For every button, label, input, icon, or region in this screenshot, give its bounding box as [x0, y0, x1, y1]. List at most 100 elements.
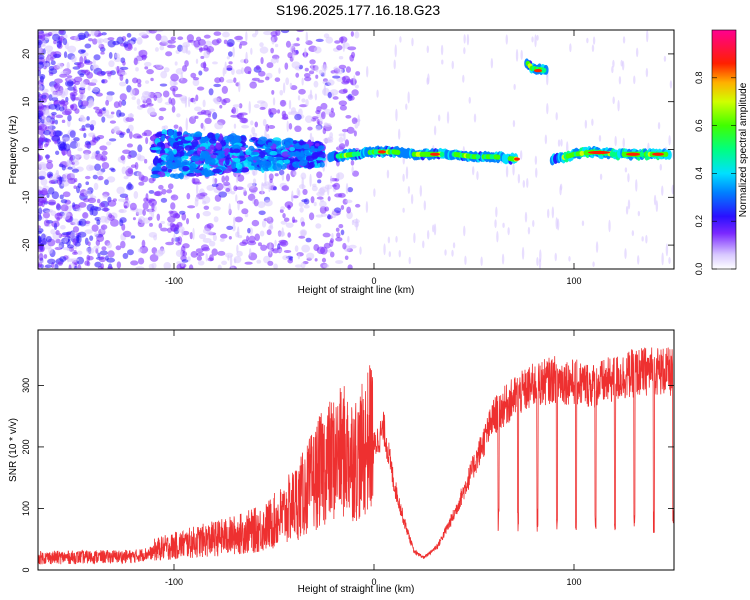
spectrogram-noise-cell [211, 248, 218, 256]
spectrogram-ytick-label: 10 [21, 97, 31, 107]
spectrogram-noise-cell [221, 85, 228, 94]
spectrogram-noise-cell [68, 264, 72, 269]
spectrogram-band-cell [169, 162, 178, 170]
spectrogram-noise-cell [251, 219, 260, 227]
spectrogram-noise-cell [247, 182, 256, 189]
spectrogram-hot-cell [495, 154, 501, 160]
spectrogram-streak-cell [433, 125, 437, 136]
spectrogram-streak-cell [408, 256, 411, 265]
spectrogram-streak-cell [304, 47, 307, 57]
spectrogram-noise-cell [38, 118, 41, 123]
spectrogram-noise-cell [341, 80, 350, 85]
spectrogram-noise-cell [283, 249, 292, 253]
spectrogram-noise-cell [279, 89, 284, 96]
spectrogram-streak-cell [557, 139, 561, 147]
spectrogram-noise-cell [39, 75, 45, 83]
spectrogram-band-cell [208, 158, 216, 165]
spectrogram-noise-cell [355, 71, 361, 76]
spectrogram-noise-cell [95, 109, 103, 114]
spectrogram-streak-cell [612, 96, 615, 105]
spectrogram-streak-cell [395, 235, 398, 243]
spectrogram-noise-cell [278, 239, 288, 244]
spectrogram-noise-cell [148, 177, 155, 184]
spectrogram-noise-cell [53, 83, 59, 89]
spectrogram-noise-cell [219, 238, 225, 242]
spectrogram-noise-cell [95, 153, 104, 161]
spectrogram-noise-cell [41, 188, 48, 196]
spectrogram-hot-cell [611, 151, 617, 157]
spectrogram-noise-cell [279, 169, 285, 176]
spectrogram-streak-cell [419, 185, 423, 197]
spectrogram-streak-cell [407, 185, 411, 194]
spectrogram-streak-cell [248, 248, 252, 257]
spectrogram-noise-cell [158, 222, 163, 229]
spectrogram-noise-cell [300, 172, 307, 180]
spectrogram-noise-cell [313, 80, 319, 88]
spectrogram-noise-cell [182, 243, 190, 249]
spectrogram-streak-cell [264, 171, 267, 185]
spectrogram-noise-cell [351, 117, 358, 125]
spectrogram-noise-cell [153, 94, 158, 101]
spectrogram-noise-cell [198, 70, 203, 76]
spectrogram-noise-cell [146, 198, 156, 202]
spectrogram-band-cell [258, 151, 266, 159]
spectrogram-noise-cell [92, 38, 98, 45]
spectrogram-noise-cell [319, 117, 323, 125]
spectrogram-noise-cell [50, 56, 54, 62]
spectrogram-noise-cell [238, 43, 242, 49]
spectrogram-noise-cell [101, 116, 106, 123]
spectrogram-noise-cell [105, 99, 110, 106]
spectrogram-noise-cell [93, 245, 100, 250]
spectrogram-band-cell [247, 156, 254, 162]
spectrogram-noise-cell [219, 104, 223, 109]
spectrogram-noise-cell [136, 135, 143, 139]
spectrogram-noise-cell [196, 255, 202, 261]
spectrogram-streak-cell [437, 114, 441, 122]
spectrogram-noise-cell [136, 171, 143, 177]
spectrogram-streak-cell [337, 173, 340, 180]
spectrogram-noise-cell [298, 88, 306, 95]
spectrogram-noise-cell [334, 40, 341, 44]
spectrogram-noise-cell [109, 120, 117, 124]
spectrogram-streak-cell [440, 44, 444, 56]
spectrogram-noise-cell [329, 132, 334, 139]
spectrogram-noise-cell [296, 30, 305, 33]
spectrogram-noise-cell [60, 199, 68, 204]
spectrogram-streak-cell [617, 100, 620, 112]
spectrogram-noise-cell [165, 241, 175, 246]
spectrogram-streak-cell [301, 176, 304, 190]
spectrogram-noise-cell [151, 202, 155, 211]
spectrogram-streak-cell [407, 91, 410, 104]
spectrogram-noise-cell [87, 85, 91, 91]
spectrogram-noise-cell [290, 85, 298, 91]
spectrogram-noise-cell [315, 74, 319, 79]
spectrogram-noise-cell [107, 266, 114, 269]
spectrogram-band-cell [189, 166, 194, 173]
spectrogram-noise-cell [294, 264, 303, 268]
spectrogram-noise-cell [196, 212, 200, 219]
spectrogram-noise-cell [257, 201, 266, 209]
spectrogram-noise-cell [106, 257, 116, 263]
spectrogram-streak-cell [625, 205, 629, 215]
spectrogram-noise-cell [177, 36, 184, 41]
spectrogram-noise-cell [277, 109, 281, 114]
spectrogram-noise-cell [44, 143, 48, 148]
spectrogram-noise-cell [316, 196, 324, 200]
spectrogram-band-cell [200, 150, 210, 159]
spectrogram-noise-cell [269, 222, 273, 229]
spectrogram-noise-cell [85, 123, 91, 128]
spectrogram-noise-cell [76, 62, 85, 69]
spectrogram-noise-cell [206, 230, 214, 236]
spectrogram-noise-cell [294, 245, 299, 252]
spectrogram-streak-cell [631, 230, 635, 237]
spectrogram-noise-cell [274, 77, 281, 82]
spectrogram-noise-cell [100, 51, 105, 55]
spectrogram-noise-cell [262, 118, 267, 127]
spectrogram-streak-cell [595, 241, 599, 253]
spectrogram-streak-cell [507, 227, 510, 236]
spectrogram-noise-cell [99, 202, 106, 208]
spectrogram-noise-cell [166, 189, 173, 194]
spectrogram-streak-cell [635, 179, 638, 192]
spectrogram-band-cell [287, 151, 296, 156]
spectrogram-noise-cell [329, 251, 335, 258]
